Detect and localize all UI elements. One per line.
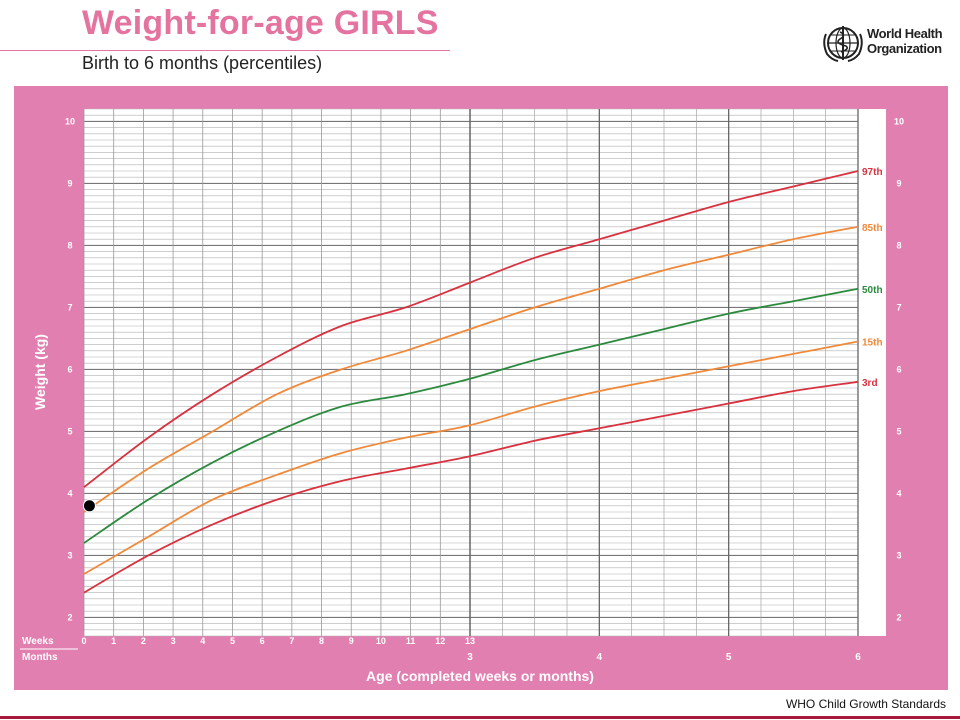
weeks-row-label: Weeks: [22, 636, 54, 647]
y-tick-label-left: 6: [67, 364, 72, 374]
x-week-tick-label: 1: [111, 636, 116, 646]
percentile-label-97th: 97th: [862, 167, 883, 178]
page-title: Weight-for-age GIRLS: [82, 4, 439, 42]
who-emblem-icon: [823, 26, 863, 62]
organization-name: World Health Organization: [867, 26, 943, 56]
percentile-curve-97th: [83, 170, 859, 488]
chart-right-strip: [858, 109, 886, 636]
y-tick-label-left: 7: [67, 302, 72, 312]
percentile-label-50th: 50th: [862, 285, 883, 296]
percentile-curves: [82, 170, 859, 594]
y-tick-label-right: 5: [896, 426, 901, 436]
percentile-label-3rd: 3rd: [862, 378, 878, 389]
y-tick-label-left: 3: [67, 550, 72, 560]
percentile-label-15th: 15th: [862, 338, 883, 349]
org-name-line-1: World Health: [867, 26, 943, 41]
x-week-tick-label: 0: [81, 636, 86, 646]
y-axis-title: Weight (kg): [32, 334, 48, 410]
y-tick-label-right: 8: [896, 240, 901, 250]
percentile-label-85th: 85th: [862, 223, 883, 234]
y-tick-label-left: 5: [67, 426, 72, 436]
x-month-tick-label: 3: [467, 652, 473, 663]
percentile-curve-50th: [83, 287, 859, 544]
measurement-point: [82, 499, 96, 513]
x-week-tick-label: 13: [465, 636, 475, 646]
x-week-tick-label: 9: [349, 636, 354, 646]
y-tick-label-left: 2: [67, 612, 72, 622]
y-tick-label-left: 10: [65, 116, 75, 126]
x-week-tick-label: 3: [171, 636, 176, 646]
x-week-tick-label: 4: [200, 636, 205, 646]
x-month-tick-label: 4: [597, 652, 603, 663]
x-month-tick-label: 5: [726, 652, 732, 663]
page-subtitle: Birth to 6 months (percentiles): [82, 53, 323, 73]
y-tick-label-right: 4: [896, 488, 901, 498]
footer-bar: [0, 716, 960, 719]
x-week-tick-label: 8: [319, 636, 324, 646]
y-tick-label-right: 6: [896, 364, 901, 374]
x-week-tick-label: 5: [230, 636, 235, 646]
y-tick-label-left: 9: [67, 178, 72, 188]
percentile-curve-85th: [83, 225, 859, 513]
y-tick-label-left: 4: [67, 488, 72, 498]
y-tick-label-right: 10: [894, 116, 904, 126]
org-name-line-2: Organization: [867, 41, 942, 56]
x-week-tick-label: 6: [260, 636, 265, 646]
percentile-curve-15th: [83, 340, 859, 575]
x-week-tick-label: 12: [435, 636, 445, 646]
y-tick-label-right: 2: [896, 612, 901, 622]
chart-plot-area: [84, 109, 858, 636]
y-tick-label-right: 9: [896, 178, 901, 188]
x-week-tick-label: 11: [406, 636, 416, 646]
months-row-label: Months: [22, 652, 58, 663]
y-tick-label-right: 7: [896, 302, 901, 312]
x-axis-title: Age (completed weeks or months): [366, 668, 594, 684]
x-week-tick-label: 2: [141, 636, 146, 646]
x-week-tick-label: 10: [376, 636, 386, 646]
y-tick-label-left: 8: [67, 240, 72, 250]
x-week-tick-label: 7: [289, 636, 294, 646]
chart-axes: 2 23 34 45 56 67 78 89 910 100 1 2 3 4 5 6 7 8 9 10 11 12 133 4…: [65, 116, 904, 663]
title-divider: [0, 50, 450, 51]
percentile-labels: 97th 85th 50th 15th 3rd: [862, 167, 883, 389]
percentile-curve-3rd: [83, 380, 859, 594]
y-tick-label-right: 3: [896, 550, 901, 560]
footer-source: WHO Child Growth Standards: [785, 697, 946, 711]
x-month-tick-label: 6: [855, 652, 861, 663]
